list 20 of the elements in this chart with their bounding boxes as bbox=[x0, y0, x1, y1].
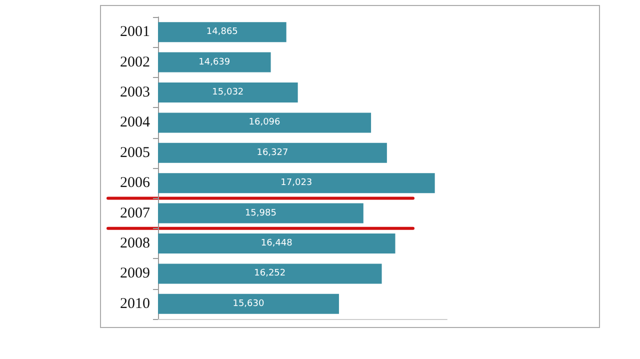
data-label: 15,630 bbox=[232, 298, 264, 309]
y-tick-label: 2009 bbox=[120, 266, 150, 282]
data-label: 17,023 bbox=[280, 178, 312, 188]
y-tick-label: 2004 bbox=[120, 114, 150, 131]
y-tick-label: 2006 bbox=[120, 175, 150, 192]
y-tick-label: 2001 bbox=[120, 24, 150, 40]
data-label: 14,865 bbox=[206, 27, 238, 38]
y-tick-label: 2007 bbox=[120, 205, 150, 222]
data-label: 15,985 bbox=[244, 208, 276, 218]
y-tick-label: 2003 bbox=[120, 84, 150, 100]
y-tick-label: 2010 bbox=[120, 296, 150, 312]
y-tick-label: 2002 bbox=[120, 54, 150, 70]
data-label: 16,096 bbox=[248, 118, 281, 128]
data-label: 16,448 bbox=[260, 238, 293, 248]
data-label: 15,032 bbox=[212, 88, 244, 98]
data-label: 14,639 bbox=[198, 57, 230, 68]
data-label: 16,252 bbox=[254, 268, 286, 279]
y-tick-label: 2008 bbox=[120, 236, 150, 252]
data-label: 16,327 bbox=[256, 148, 288, 158]
y-tick-label: 2005 bbox=[120, 144, 150, 161]
